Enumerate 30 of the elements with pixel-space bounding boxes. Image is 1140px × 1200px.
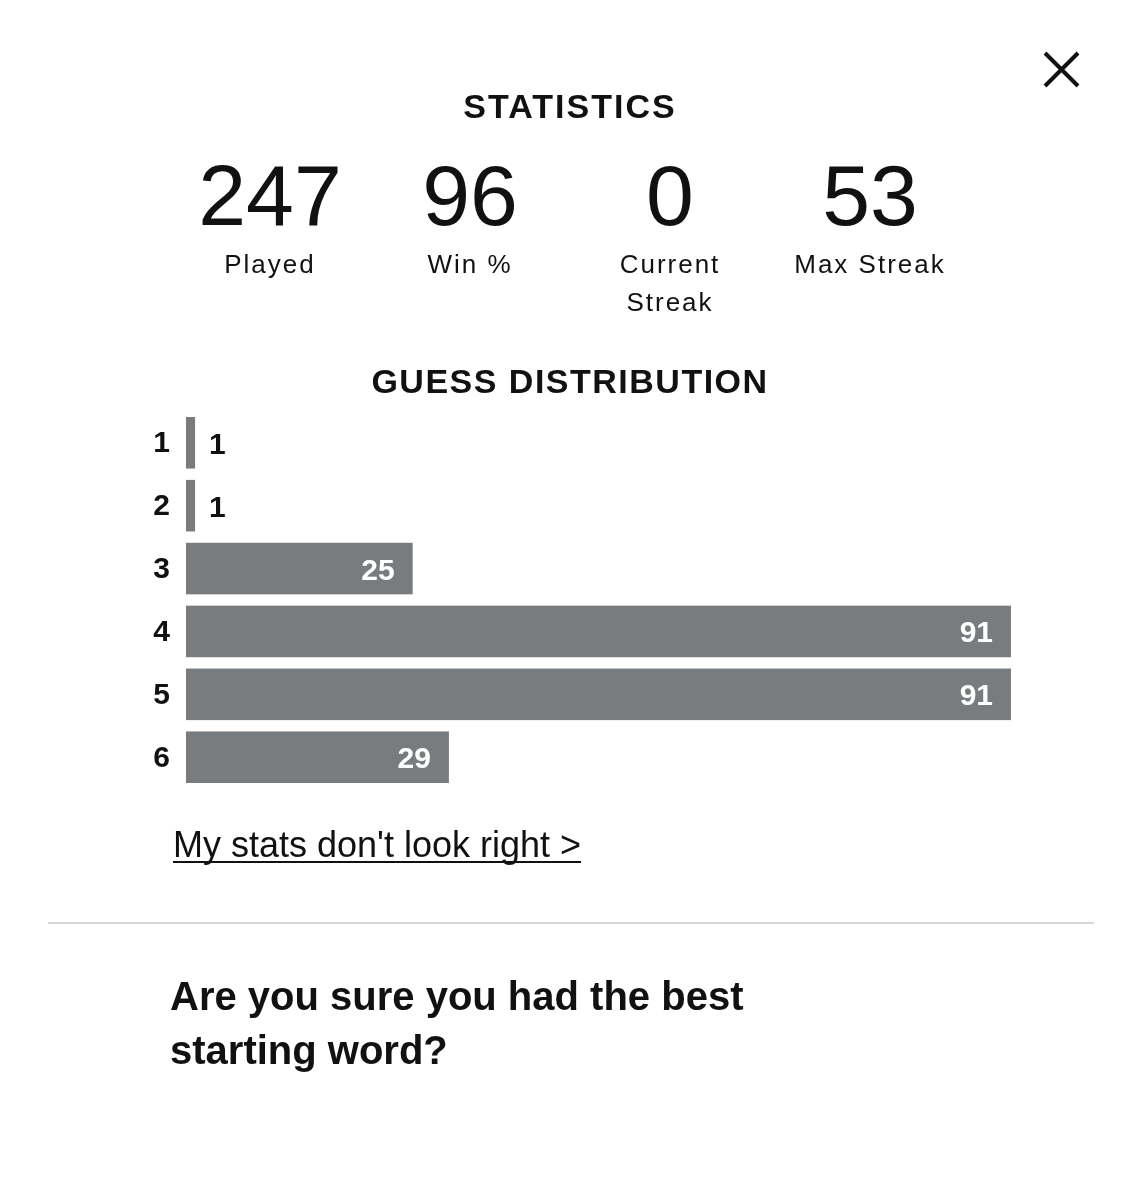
chart-title: GUESS DISTRIBUTION [371,362,769,400]
text: 96 [422,147,518,243]
text: Win % [427,249,513,279]
data-label: 1 [209,489,226,523]
text: Max Streak [794,249,946,279]
bar [186,731,449,783]
bar [186,417,196,469]
y-tick-label: 2 [153,488,170,522]
text: Are you sure you had the best starting word? [170,974,744,1072]
data-label: 25 [361,552,395,586]
text: 247 [198,147,342,243]
bar [186,479,196,532]
y-tick-label: 5 [153,676,170,710]
data-label: 91 [959,678,993,712]
text: STATISTICS [463,87,677,125]
text: 53 [822,147,918,243]
text: My stats don't look right > [173,824,582,865]
bar [186,668,1011,721]
text: 0 [646,147,694,243]
y-tick-label: 1 [153,425,170,459]
text: Current Streak [619,249,721,317]
bar [186,542,413,595]
text: Played [224,249,316,279]
data-label: 29 [397,741,431,775]
y-tick-label: 3 [153,551,170,585]
bar [186,605,1011,658]
data-label: 1 [209,426,226,460]
y-tick-label: 6 [153,739,170,773]
data-label: 91 [959,615,993,649]
y-tick-label: 4 [153,614,171,648]
